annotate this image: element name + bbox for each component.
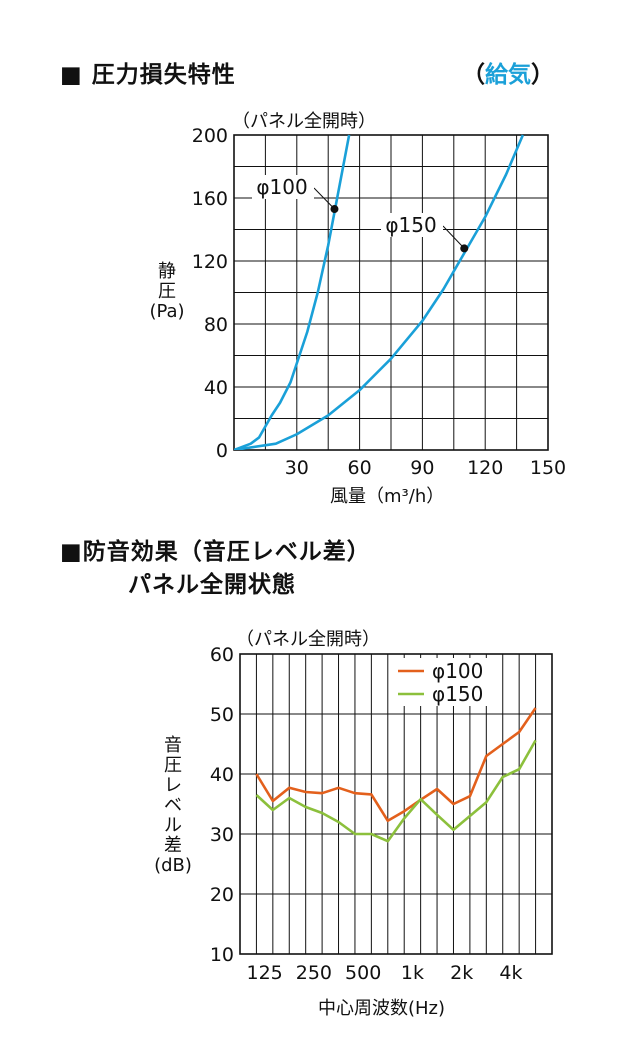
plot-frame (239, 653, 553, 955)
sound-chart-note: （パネル全開時） (236, 629, 380, 650)
legend-label-phi100: φ100 (432, 659, 483, 683)
y-tick-label: 80 (204, 314, 228, 336)
sound-ylabel-line6: 差 (164, 835, 182, 856)
leader-phi100 (313, 187, 335, 210)
sound-xlabel: 中心周波数(Hz) (318, 998, 446, 1019)
y-tick-label: 160 (192, 188, 228, 210)
y-tick-label: 10 (210, 944, 234, 966)
legend-bg (392, 658, 502, 706)
sound-ylabel-line3: レ (164, 775, 182, 796)
x-tick-label: 90 (410, 457, 434, 479)
x-tick-label: 2k (450, 962, 473, 984)
sound-ylabel-line1: 音 (164, 735, 182, 756)
x-tick-label: 120 (467, 457, 503, 479)
x-tick-label: 250 (296, 962, 332, 984)
sound-ylabel-line2: 圧 (164, 755, 182, 776)
leader-phi150 (442, 225, 465, 249)
x-tick-label: 150 (530, 457, 566, 479)
y-tick-label: 60 (210, 644, 234, 666)
x-tick-label: 500 (345, 962, 381, 984)
series-line-phi100 (255, 707, 537, 823)
pressure-chart-note: （パネル全開時） (232, 111, 376, 132)
y-tick-label: 40 (210, 764, 234, 786)
pressure-loss-chart: 0 40 80 120 160 200 30 60 90 120 150 φ100 φ150 (192, 125, 566, 479)
label-bg-phi100 (252, 175, 314, 199)
sound-section-title: ■防音効果（音圧レベル差） (60, 539, 371, 565)
y-tick-label: 30 (210, 824, 234, 846)
mode-label-text: 給気 (485, 62, 531, 88)
y-tick-label: 200 (192, 125, 228, 147)
y-tick-label: 0 (216, 440, 228, 462)
series-label-phi100: φ100 (256, 175, 307, 199)
x-tick-label: 30 (285, 457, 309, 479)
y-tick-label: 120 (192, 251, 228, 273)
pressure-ylabel-line2: 圧 (158, 281, 176, 302)
pressure-xlabel: 風量（m³/h） (330, 486, 445, 507)
sound-ylabel: 音 圧 レ ベ ル 差 (dB) (148, 736, 198, 876)
series-label-phi150: φ150 (385, 213, 436, 237)
series-line-phi150 (234, 134, 525, 450)
sound-ylabel-line4: ベ (164, 795, 182, 816)
pressure-ylabel: 静 圧 (Pa) (142, 262, 192, 322)
legend-label-phi150: φ150 (432, 682, 483, 706)
series-line-phi150 (255, 739, 537, 843)
label-bg-phi150 (381, 213, 443, 237)
x-tick-label: 60 (348, 457, 372, 479)
sound-ylabel-line5: ル (164, 815, 182, 836)
pressure-ylabel-line3: (Pa) (149, 301, 185, 322)
y-tick-label: 50 (210, 704, 234, 726)
y-tick-label: 40 (204, 377, 228, 399)
pressure-ylabel-line1: 静 (158, 261, 176, 282)
x-tick-label: 125 (246, 962, 282, 984)
plot-frame (233, 134, 549, 451)
sound-ylabel-line7: (dB) (154, 855, 192, 876)
series-line-phi100 (234, 134, 351, 450)
pressure-section-title: ■ 圧力損失特性 (60, 62, 236, 88)
y-tick-label: 20 (210, 884, 234, 906)
mode-label: （給気） (462, 62, 554, 88)
sound-section-subtitle: パネル全開状態 (128, 572, 296, 598)
x-tick-label: 1k (401, 962, 424, 984)
x-tick-label: 4k (499, 962, 522, 984)
